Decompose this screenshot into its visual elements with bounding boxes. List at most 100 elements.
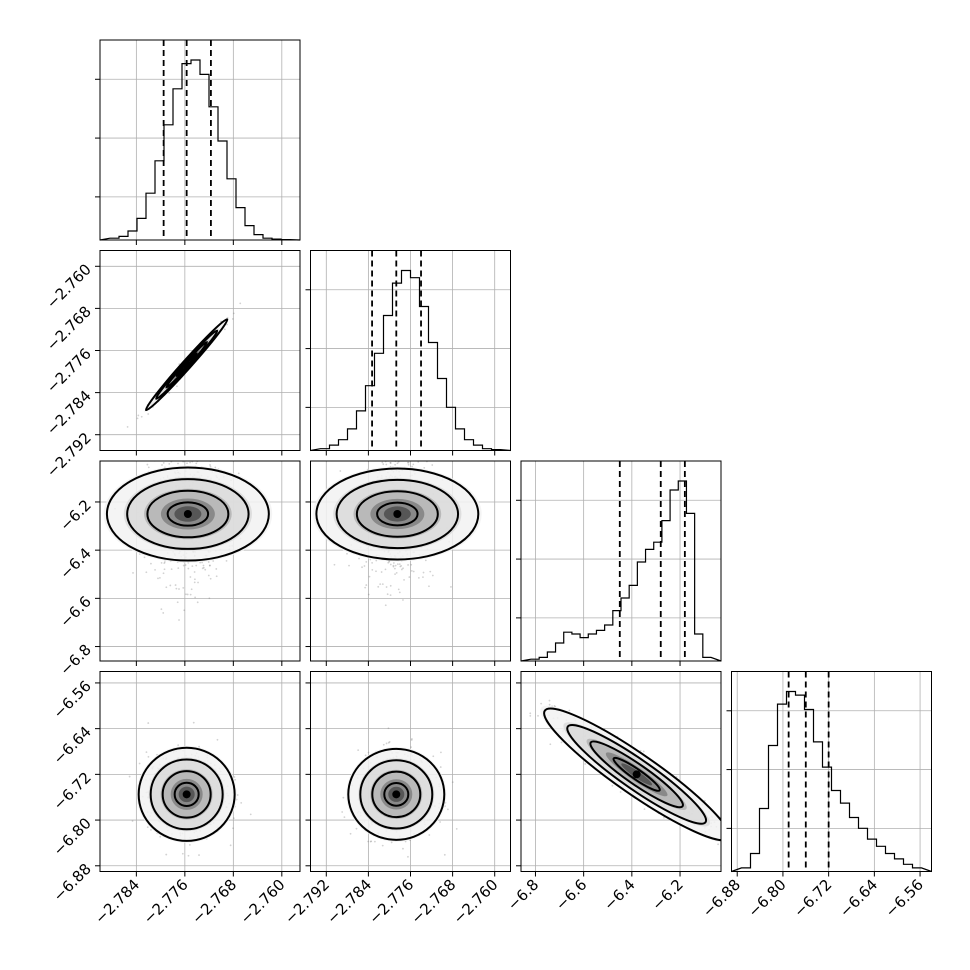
scatter-point bbox=[428, 585, 430, 588]
scatter-point bbox=[160, 561, 163, 564]
contour-line bbox=[347, 747, 446, 841]
scatter-point bbox=[193, 578, 196, 581]
scatter-point bbox=[398, 444, 400, 446]
scatter-point bbox=[407, 855, 409, 858]
density-content bbox=[341, 727, 458, 858]
scatter-point bbox=[369, 840, 372, 843]
scatter-point bbox=[422, 576, 424, 579]
scatter-point bbox=[185, 593, 187, 596]
scatter-point bbox=[163, 568, 166, 571]
scatter-point bbox=[439, 821, 442, 823]
scatter-point bbox=[382, 743, 385, 746]
scatter-point bbox=[611, 784, 614, 787]
scatter-point bbox=[192, 721, 195, 724]
scatter-point bbox=[407, 456, 409, 458]
y-tick-label: −2.768 bbox=[43, 302, 95, 354]
density-panel-1-3: −2.792−2.784−2.776−2.768−2.760 bbox=[281, 671, 511, 928]
histogram-step bbox=[731, 690, 932, 873]
x-tick-label: −6.56 bbox=[882, 876, 927, 921]
scatter-point bbox=[370, 840, 373, 843]
x-tick-label: −6.88 bbox=[699, 876, 744, 921]
scatter-point bbox=[703, 799, 706, 802]
scatter-point bbox=[159, 576, 161, 579]
scatter-point bbox=[729, 842, 731, 844]
scatter-point bbox=[175, 587, 178, 590]
scatter-point bbox=[364, 754, 367, 757]
hist-panel-2 bbox=[516, 460, 722, 666]
scatter-point bbox=[164, 432, 166, 434]
scatter-point bbox=[333, 563, 336, 566]
scatter-point bbox=[182, 457, 184, 459]
scatter-point bbox=[553, 705, 556, 707]
scatter-point bbox=[397, 588, 400, 591]
scatter-point bbox=[159, 835, 162, 838]
scatter-point bbox=[140, 415, 143, 418]
scatter-point bbox=[377, 585, 380, 588]
x-tick-label: −2.760 bbox=[450, 876, 502, 928]
scatter-point bbox=[341, 811, 344, 813]
scatter-point bbox=[373, 456, 375, 458]
scatter-point bbox=[384, 568, 387, 571]
x-tick-label: −2.768 bbox=[188, 876, 240, 928]
x-tick-label: −2.776 bbox=[365, 876, 417, 928]
y-tick-label: −6.88 bbox=[50, 860, 95, 905]
scatter-point bbox=[225, 559, 228, 562]
scatter-point bbox=[179, 439, 181, 441]
contour-line bbox=[166, 501, 210, 527]
scatter-point bbox=[198, 745, 200, 748]
scatter-point bbox=[407, 453, 409, 455]
scatter-point bbox=[410, 738, 413, 740]
scatter-point bbox=[410, 746, 412, 749]
scatter-point bbox=[196, 601, 199, 604]
y-tick-label: −2.784 bbox=[43, 387, 95, 439]
scatter-point bbox=[365, 560, 368, 563]
panel-frame bbox=[99, 460, 301, 662]
contour-line bbox=[383, 781, 410, 807]
density-content bbox=[529, 699, 736, 846]
scatter-point bbox=[215, 575, 218, 578]
panel-frame bbox=[520, 460, 722, 662]
scatter-point bbox=[367, 751, 370, 754]
density-panel-0-2: −6.8 −6.6 −6.4 −6.2 bbox=[56, 415, 301, 679]
scatter-point bbox=[432, 755, 435, 758]
scatter-point bbox=[137, 414, 140, 417]
contour-line bbox=[359, 759, 434, 830]
x-tick-label: −2.776 bbox=[140, 876, 192, 928]
scatter-point bbox=[395, 571, 398, 574]
scatter-point bbox=[734, 841, 736, 843]
density-panel-0-1: −2.792−2.784−2.776−2.768−2.760 bbox=[43, 250, 301, 481]
scatter-point bbox=[154, 568, 156, 571]
contour-line bbox=[146, 489, 230, 539]
scatter-point bbox=[204, 415, 206, 417]
scatter-point bbox=[143, 556, 146, 559]
scatter-point bbox=[183, 609, 186, 612]
y-tick-label: −6.72 bbox=[50, 768, 95, 813]
scatter-point bbox=[377, 451, 379, 453]
scatter-point bbox=[568, 709, 571, 712]
scatter-point bbox=[136, 417, 139, 420]
scatter-point bbox=[209, 426, 211, 428]
scatter-point bbox=[223, 328, 226, 331]
scatter-point bbox=[342, 796, 345, 799]
scatter-point bbox=[394, 564, 397, 567]
scatter-point bbox=[182, 432, 184, 434]
scatter-point bbox=[381, 844, 384, 847]
contour-line bbox=[612, 756, 661, 792]
scatter-point bbox=[188, 844, 191, 846]
scatter-point bbox=[350, 451, 352, 453]
histogram-step bbox=[520, 480, 722, 662]
scatter-point bbox=[208, 564, 211, 567]
scatter-point bbox=[384, 604, 387, 607]
scatter-point bbox=[537, 714, 539, 717]
scatter-point bbox=[411, 465, 413, 468]
scatter-point bbox=[355, 827, 358, 830]
scatter-point bbox=[394, 573, 396, 576]
scatter-point bbox=[723, 840, 725, 842]
x-tick-label: −6.80 bbox=[745, 876, 790, 921]
scatter-point bbox=[451, 781, 454, 784]
scatter-point bbox=[407, 457, 409, 459]
x-tick-label: −6.8 bbox=[504, 876, 542, 914]
scatter-point bbox=[373, 840, 376, 843]
scatter-point bbox=[168, 463, 171, 465]
scatter-point bbox=[206, 457, 208, 459]
